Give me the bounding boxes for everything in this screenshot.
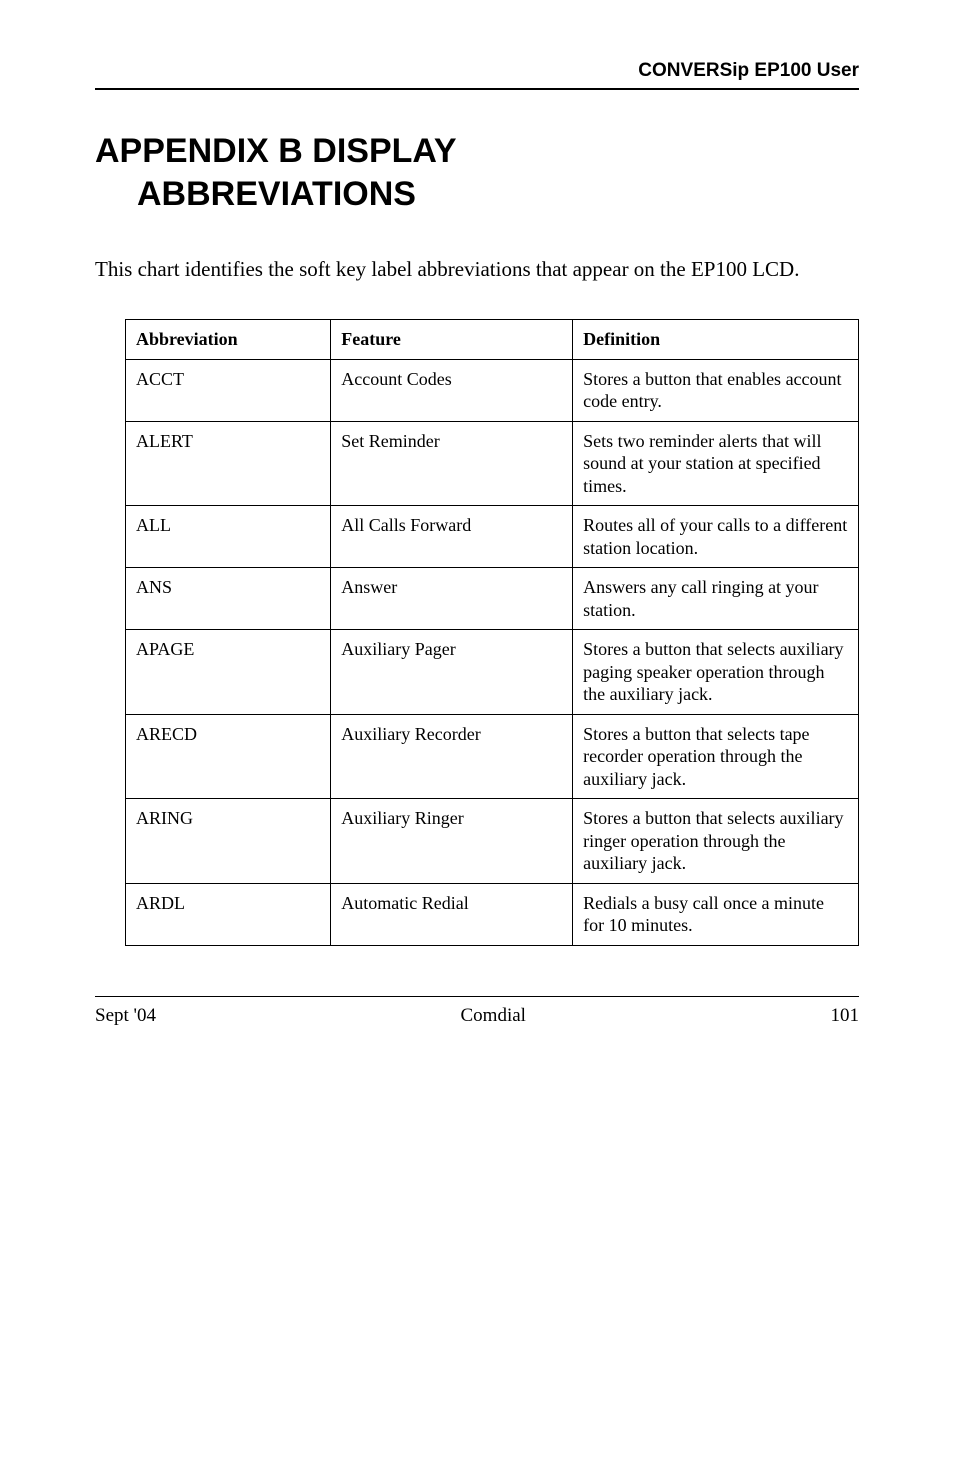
table-row: ACCTAccount CodesStores a button that en… (126, 359, 859, 421)
cell-abbreviation: ANS (126, 568, 331, 630)
table-row: ANSAnswerAnswers any call ringing at you… (126, 568, 859, 630)
cell-feature: All Calls Forward (331, 506, 573, 568)
header-rule: CONVERSip EP100 User (95, 60, 859, 90)
page-title: APPENDIX B DISPLAY ABBREVIATIONS (95, 130, 859, 215)
cell-feature: Auxiliary Ringer (331, 799, 573, 884)
cell-definition: Sets two reminder alerts that will sound… (573, 421, 859, 506)
col-header-definition: Definition (573, 320, 859, 360)
abbreviations-table: Abbreviation Feature Definition ACCTAcco… (125, 319, 859, 946)
table-row: ALLAll Calls ForwardRoutes all of your c… (126, 506, 859, 568)
cell-abbreviation: ARING (126, 799, 331, 884)
cell-abbreviation: APAGE (126, 630, 331, 715)
page-footer: Sept '04 Comdial 101 (95, 996, 859, 1027)
cell-abbreviation: ARECD (126, 714, 331, 799)
footer-brand: Comdial (461, 1005, 526, 1027)
table-row: ARECDAuxiliary RecorderStores a button t… (126, 714, 859, 799)
table-header-row: Abbreviation Feature Definition (126, 320, 859, 360)
cell-abbreviation: ACCT (126, 359, 331, 421)
footer-page-number: 101 (831, 1005, 860, 1027)
cell-definition: Stores a button that selects auxiliary r… (573, 799, 859, 884)
cell-abbreviation: ALERT (126, 421, 331, 506)
table-row: APAGEAuxiliary PagerStores a button that… (126, 630, 859, 715)
table-row: ARINGAuxiliary RingerStores a button tha… (126, 799, 859, 884)
table-row: ALERTSet ReminderSets two reminder alert… (126, 421, 859, 506)
cell-feature: Automatic Redial (331, 883, 573, 945)
cell-abbreviation: ARDL (126, 883, 331, 945)
footer-date: Sept '04 (95, 1005, 156, 1027)
cell-definition: Answers any call ringing at your station… (573, 568, 859, 630)
cell-definition: Stores a button that selects tape record… (573, 714, 859, 799)
table-row: ARDLAutomatic RedialRedials a busy call … (126, 883, 859, 945)
header-product: CONVERSip EP100 User (95, 60, 859, 88)
col-header-feature: Feature (331, 320, 573, 360)
cell-feature: Account Codes (331, 359, 573, 421)
intro-paragraph: This chart identifies the soft key label… (95, 255, 859, 283)
cell-definition: Stores a button that selects auxiliary p… (573, 630, 859, 715)
cell-feature: Set Reminder (331, 421, 573, 506)
title-line2: ABBREVIATIONS (95, 175, 416, 213)
cell-abbreviation: ALL (126, 506, 331, 568)
col-header-abbreviation: Abbreviation (126, 320, 331, 360)
cell-feature: Auxiliary Recorder (331, 714, 573, 799)
cell-feature: Auxiliary Pager (331, 630, 573, 715)
cell-definition: Redials a busy call once a minute for 10… (573, 883, 859, 945)
cell-definition: Stores a button that enables account cod… (573, 359, 859, 421)
cell-definition: Routes all of your calls to a different … (573, 506, 859, 568)
title-line1: APPENDIX B DISPLAY (95, 132, 457, 170)
cell-feature: Answer (331, 568, 573, 630)
